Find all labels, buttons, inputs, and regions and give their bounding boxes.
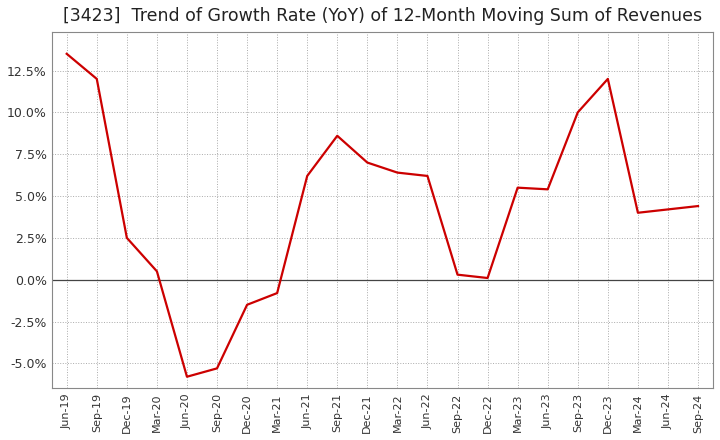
Title: [3423]  Trend of Growth Rate (YoY) of 12-Month Moving Sum of Revenues: [3423] Trend of Growth Rate (YoY) of 12-…: [63, 7, 702, 25]
